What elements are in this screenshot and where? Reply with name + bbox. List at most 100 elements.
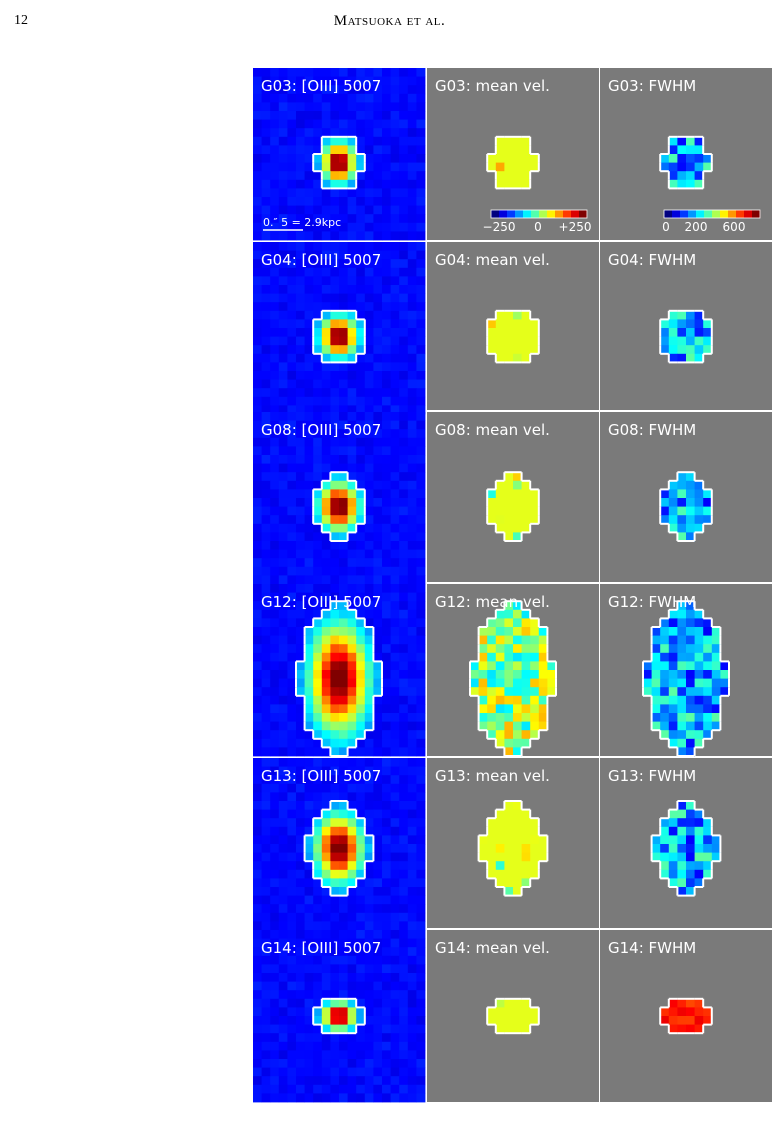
pixel xyxy=(390,1033,400,1043)
pixel xyxy=(373,489,383,499)
pixel xyxy=(399,895,409,905)
pixel xyxy=(278,259,288,269)
pixel xyxy=(399,670,409,679)
pixel xyxy=(364,955,374,965)
pixel xyxy=(330,852,340,862)
pixel xyxy=(390,231,400,241)
pixel xyxy=(270,721,280,731)
pixel xyxy=(339,489,348,499)
pixel xyxy=(296,506,305,516)
pixel xyxy=(296,154,305,163)
pixel xyxy=(347,783,357,793)
pixel xyxy=(347,1084,357,1094)
pixel xyxy=(399,1067,409,1077)
pixel xyxy=(261,947,271,957)
pixel xyxy=(253,214,262,224)
pixel xyxy=(287,869,297,879)
pixel xyxy=(504,171,514,181)
pixel xyxy=(643,687,652,697)
pixel xyxy=(356,938,366,948)
pixel xyxy=(416,128,426,138)
pixel xyxy=(356,293,366,303)
page-number: 12 xyxy=(14,13,28,28)
pixel xyxy=(347,319,357,329)
pixel xyxy=(390,627,400,636)
pixel xyxy=(278,938,288,948)
pixel xyxy=(304,584,314,593)
pixel xyxy=(416,1067,426,1077)
pixel xyxy=(347,396,357,406)
pixel xyxy=(287,405,297,415)
pixel xyxy=(270,861,280,871)
pixel xyxy=(694,652,704,662)
pixel xyxy=(660,627,670,636)
pixel xyxy=(390,1059,400,1068)
pixel xyxy=(253,738,262,748)
pixel xyxy=(287,1093,297,1103)
pixel xyxy=(407,981,417,991)
pixel xyxy=(253,85,262,95)
pixel xyxy=(356,267,366,277)
pixel xyxy=(287,68,297,77)
pixel xyxy=(278,188,288,198)
pixel xyxy=(253,205,262,215)
pixel xyxy=(330,523,340,533)
pixel xyxy=(278,293,288,303)
pixel xyxy=(364,869,374,879)
pixel xyxy=(373,455,383,464)
pixel xyxy=(390,869,400,879)
pixel xyxy=(407,912,417,922)
pixel xyxy=(356,154,366,163)
pixel xyxy=(296,197,305,206)
pixel xyxy=(347,455,357,464)
pixel xyxy=(261,179,271,189)
pixel xyxy=(278,627,288,636)
pixel xyxy=(416,437,426,447)
pixel xyxy=(253,652,262,662)
pixel xyxy=(278,895,288,905)
pixel xyxy=(399,566,409,576)
pixel xyxy=(364,592,374,602)
pixel xyxy=(364,412,374,421)
panel: G08: [OIII] 5007 xyxy=(253,412,426,585)
pixel xyxy=(382,420,391,430)
pixel xyxy=(547,687,557,697)
pixel xyxy=(399,222,409,232)
pixel xyxy=(339,678,348,688)
pixel xyxy=(261,455,271,464)
panel-label: G13: mean vel. xyxy=(435,767,550,785)
pixel xyxy=(382,102,391,112)
pixel xyxy=(407,336,417,346)
pixel xyxy=(339,973,348,982)
pixel xyxy=(495,353,505,363)
pixel xyxy=(261,336,271,346)
pixel xyxy=(330,119,340,129)
colorbar-frame xyxy=(490,209,588,219)
pixel xyxy=(321,276,331,286)
pixel xyxy=(321,558,331,568)
pixel xyxy=(382,775,391,785)
pixel xyxy=(390,259,400,269)
pixel xyxy=(504,878,514,888)
pixel xyxy=(270,990,280,1000)
pixel xyxy=(321,128,331,138)
pixel xyxy=(330,498,340,507)
pixel xyxy=(313,446,323,456)
pixel xyxy=(287,584,297,593)
pixel xyxy=(399,532,409,542)
pixel xyxy=(694,319,704,329)
panel-label: G03: mean vel. xyxy=(435,77,550,95)
pixel xyxy=(261,498,271,507)
pixel xyxy=(399,371,409,380)
pixel xyxy=(287,704,297,714)
pixel xyxy=(504,136,514,146)
pixel xyxy=(416,592,426,602)
pixel xyxy=(686,635,695,645)
pixel xyxy=(270,489,280,499)
pixel xyxy=(399,618,409,628)
pixel xyxy=(364,319,374,329)
pixel xyxy=(347,1007,357,1017)
pixel xyxy=(416,412,426,421)
pixel xyxy=(278,412,288,421)
